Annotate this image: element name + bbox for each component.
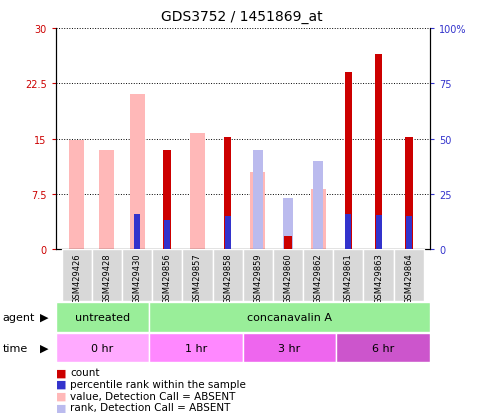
Bar <box>284 237 292 250</box>
Bar <box>283 198 293 250</box>
Text: GSM429864: GSM429864 <box>404 252 413 303</box>
Text: GSM429860: GSM429860 <box>284 252 293 303</box>
Text: GDS3752 / 1451869_at: GDS3752 / 1451869_at <box>161 10 322 24</box>
Bar <box>56 333 149 363</box>
Bar <box>333 250 364 301</box>
Text: percentile rank within the sample: percentile rank within the sample <box>70 379 246 389</box>
Bar <box>224 138 231 250</box>
Bar <box>375 55 383 250</box>
Text: ▶: ▶ <box>40 312 48 322</box>
Bar <box>303 250 333 301</box>
Bar <box>190 133 205 250</box>
Bar <box>273 250 303 301</box>
Bar <box>99 150 114 250</box>
Text: GSM429430: GSM429430 <box>132 252 142 303</box>
Bar <box>250 173 265 250</box>
Text: GSM429426: GSM429426 <box>72 252 81 303</box>
Text: GSM429859: GSM429859 <box>253 252 262 303</box>
Bar <box>129 95 144 250</box>
Bar <box>242 333 336 363</box>
Bar <box>92 250 122 301</box>
Bar <box>225 217 231 250</box>
Text: GSM429863: GSM429863 <box>374 252 383 303</box>
Text: 0 hr: 0 hr <box>91 343 114 353</box>
Text: GSM429858: GSM429858 <box>223 252 232 303</box>
Text: count: count <box>70 368 99 377</box>
Text: 6 hr: 6 hr <box>372 343 394 353</box>
Text: GSM429862: GSM429862 <box>313 252 323 303</box>
Bar <box>336 333 430 363</box>
Bar <box>122 250 152 301</box>
Bar <box>164 220 170 250</box>
Text: ■: ■ <box>56 368 66 377</box>
Text: GSM429428: GSM429428 <box>102 252 112 303</box>
Bar <box>163 150 171 250</box>
Bar <box>311 190 326 250</box>
Bar <box>253 150 263 250</box>
Bar <box>213 250 243 301</box>
Text: untreated: untreated <box>75 313 130 323</box>
Bar <box>376 216 382 250</box>
Text: GSM429857: GSM429857 <box>193 252 202 303</box>
Bar <box>364 250 394 301</box>
Bar <box>152 250 183 301</box>
Bar <box>183 250 213 301</box>
Bar <box>149 333 242 363</box>
Text: GSM429856: GSM429856 <box>163 252 172 303</box>
Text: value, Detection Call = ABSENT: value, Detection Call = ABSENT <box>70 391 235 401</box>
Bar <box>406 217 412 250</box>
Text: 3 hr: 3 hr <box>278 343 300 353</box>
Bar <box>345 214 352 250</box>
Bar <box>69 141 84 250</box>
Text: concanavalin A: concanavalin A <box>247 313 332 323</box>
Text: ■: ■ <box>56 379 66 389</box>
Bar <box>134 214 140 250</box>
Text: agent: agent <box>2 312 35 322</box>
Bar <box>394 250 424 301</box>
Bar <box>62 250 92 301</box>
Text: ▶: ▶ <box>40 343 48 353</box>
Text: ■: ■ <box>56 391 66 401</box>
Text: time: time <box>2 343 28 353</box>
Text: rank, Detection Call = ABSENT: rank, Detection Call = ABSENT <box>70 402 230 412</box>
Bar <box>149 303 430 332</box>
Text: GSM429861: GSM429861 <box>344 252 353 303</box>
Bar <box>405 138 412 250</box>
Bar <box>344 73 352 250</box>
Bar <box>56 303 149 332</box>
Text: 1 hr: 1 hr <box>185 343 207 353</box>
Text: ■: ■ <box>56 402 66 412</box>
Bar <box>313 161 324 250</box>
Bar <box>243 250 273 301</box>
